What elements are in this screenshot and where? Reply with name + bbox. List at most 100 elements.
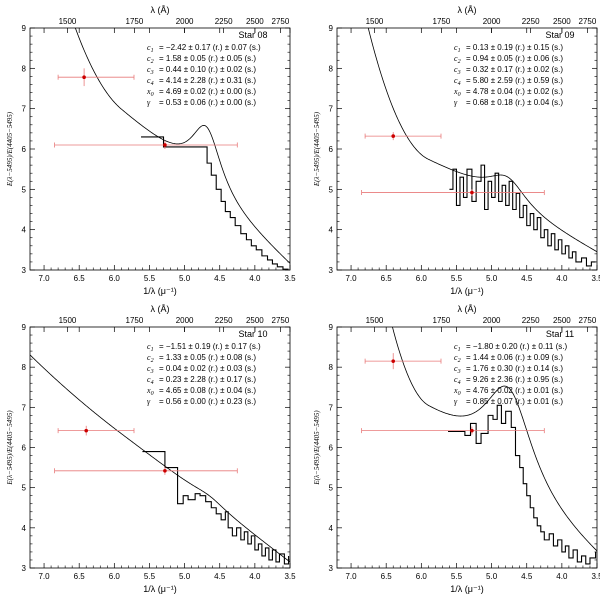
param-subscript: 4 xyxy=(151,379,154,386)
param-symbol: c xyxy=(454,375,458,384)
x-tick-label: 4.0 xyxy=(556,274,568,283)
param-symbol: c xyxy=(454,353,458,362)
spectrum-line xyxy=(141,136,289,270)
param-name: γ xyxy=(454,397,458,406)
y-tick-label: 4 xyxy=(329,226,334,235)
x-tick-label: 5.0 xyxy=(486,274,498,283)
param-symbol: c xyxy=(147,76,151,85)
param-value: = 0.13 ± 0.19 (r.) ± 0.15 (s.) xyxy=(466,43,563,52)
param-value: = 0.04 ± 0.02 (r.) ± 0.03 (s.) xyxy=(159,364,256,373)
y-tick-label: 9 xyxy=(22,24,27,33)
y-tick-label: 7 xyxy=(329,403,334,412)
param-value: = 0.68 ± 0.18 (r.) ± 0.04 (s.) xyxy=(466,98,563,107)
fit-curve xyxy=(30,354,290,563)
y-tick-label: 9 xyxy=(329,323,334,332)
param-subscript: 1 xyxy=(151,347,154,353)
param-subscript: 0 xyxy=(151,391,154,397)
param-symbol: c xyxy=(454,76,458,85)
x2-tick-label: 1500 xyxy=(59,17,77,26)
y-tick-label: 4 xyxy=(22,524,27,533)
param-symbol: c xyxy=(454,43,458,52)
param-symbol: c xyxy=(454,364,458,373)
x-tick-label: 7.0 xyxy=(345,274,357,283)
param-value: = 0.85 ± 0.07 (r.) ± 0.01 (s.) xyxy=(466,397,563,406)
param-symbol: c xyxy=(147,375,151,384)
x2-tick-label: 1500 xyxy=(59,316,77,325)
param-value: = 0.94 ± 0.05 (r.) ± 0.06 (s.) xyxy=(466,54,563,63)
param-name: γ xyxy=(147,397,151,406)
x2-axis-label: λ (Å) xyxy=(151,304,170,314)
x-tick-label: 6.0 xyxy=(416,274,428,283)
y-tick-label: 6 xyxy=(22,145,27,154)
param-value: = 1.44 ± 0.06 (r.) ± 0.09 (s.) xyxy=(466,353,563,362)
x-tick-label: 7.0 xyxy=(38,274,50,283)
param-subscript: 2 xyxy=(458,358,461,364)
param-subscript: 3 xyxy=(150,369,154,375)
data-point xyxy=(163,143,167,147)
y-tick-label: 5 xyxy=(329,484,334,493)
param-name: c1 xyxy=(454,342,461,353)
param-symbol: c xyxy=(454,54,458,63)
x-tick-label: 6.5 xyxy=(381,274,393,283)
param-name: c4 xyxy=(454,375,461,386)
x-tick-label: 5.0 xyxy=(486,572,498,581)
fit-curve xyxy=(74,28,290,264)
param-symbol: c xyxy=(454,65,458,74)
param-symbol: x xyxy=(453,87,458,96)
x-tick-label: 5.5 xyxy=(451,572,463,581)
param-name: c2 xyxy=(454,54,461,65)
x-tick-label: 4.5 xyxy=(214,274,226,283)
x-tick-label: 4.5 xyxy=(214,572,226,581)
data-point xyxy=(391,134,396,138)
x2-tick-label: 2250 xyxy=(215,17,233,26)
param-subscript: 1 xyxy=(458,347,461,353)
x-tick-label: 6.5 xyxy=(381,572,393,581)
x2-tick-label: 2000 xyxy=(176,17,194,26)
param-subscript: 2 xyxy=(151,358,154,364)
param-value: = 5.80 ± 2.59 (r.) ± 0.59 (s.) xyxy=(466,76,563,85)
param-symbol: γ xyxy=(454,98,458,107)
x2-tick-label: 1500 xyxy=(366,17,384,26)
param-value: = 0.32 ± 0.17 (r.) ± 0.02 (s.) xyxy=(466,65,563,74)
param-name: x0 xyxy=(453,386,461,397)
y-tick-label: 3 xyxy=(22,564,27,573)
y-tick-label: 5 xyxy=(329,185,334,194)
param-name: c2 xyxy=(147,54,154,65)
param-symbol: x xyxy=(453,386,458,395)
param-subscript: 4 xyxy=(458,80,461,87)
param-symbol: c xyxy=(147,65,151,74)
data-point xyxy=(84,428,89,433)
x2-tick-label: 2250 xyxy=(522,17,540,26)
spectrum-line xyxy=(449,164,596,267)
x2-tick-label: 2500 xyxy=(246,316,264,325)
param-subscript: 1 xyxy=(458,48,461,54)
param-value: = 4.69 ± 0.02 (r.) ± 0.00 (s.) xyxy=(159,87,256,96)
x2-axis-label: λ (Å) xyxy=(151,5,170,15)
y-tick-label: 4 xyxy=(329,524,334,533)
x2-tick-label: 2500 xyxy=(553,316,571,325)
x-axis-label: 1/λ (μ⁻¹) xyxy=(450,584,483,594)
x-tick-label: 3.5 xyxy=(591,572,600,581)
x-tick-label: 5.5 xyxy=(144,572,156,581)
x-tick-label: 5.0 xyxy=(179,274,191,283)
y-tick-label: 6 xyxy=(329,145,334,154)
param-name: c3 xyxy=(147,364,154,375)
param-subscript: 4 xyxy=(151,80,154,87)
param-symbol: x xyxy=(146,87,151,96)
param-subscript: 3 xyxy=(150,70,154,76)
param-subscript: 2 xyxy=(458,59,461,65)
param-subscript: 1 xyxy=(151,48,154,54)
x-tick-label: 6.5 xyxy=(74,572,86,581)
x-axis-label: 1/λ (μ⁻¹) xyxy=(450,286,483,296)
spectrum-line xyxy=(142,450,290,565)
param-value: = 1.33 ± 0.05 (r.) ± 0.08 (s.) xyxy=(159,353,256,362)
param-value: = 1.58 ± 0.05 (r.) ± 0.05 (s.) xyxy=(159,54,256,63)
param-name: c4 xyxy=(147,375,154,386)
param-name: x0 xyxy=(453,87,461,98)
param-symbol: c xyxy=(147,54,151,63)
param-value: = 0.56 ± 0.00 (r.) ± 0.23 (s.) xyxy=(159,397,256,406)
x-tick-label: 3.5 xyxy=(591,274,600,283)
